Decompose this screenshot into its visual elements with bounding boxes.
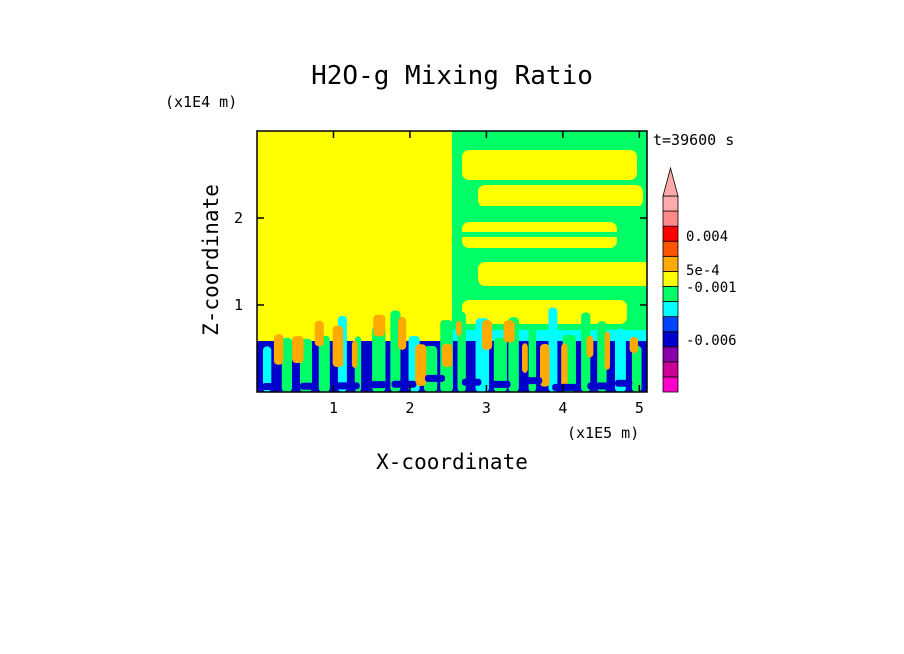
moist-plume: [586, 335, 594, 358]
dry-layer: [462, 150, 637, 180]
green-plume: [548, 307, 558, 392]
x-tick-label: 3: [482, 399, 491, 417]
dry-patch: [424, 374, 446, 382]
moist-plume: [456, 320, 462, 336]
x-tick-label: 4: [558, 399, 567, 417]
colorbar-label: -0.001: [686, 280, 737, 296]
colorbar-swatch: [662, 195, 679, 212]
moist-plume: [292, 336, 304, 364]
dry-layer: [478, 262, 647, 286]
moist-plume: [332, 325, 344, 368]
moist-layer: [452, 294, 647, 297]
moist-plume: [629, 336, 639, 353]
colorbar-swatch: [662, 316, 679, 333]
x-unit-label: (x1E5 m): [567, 424, 639, 442]
moist-plume: [351, 340, 358, 368]
green-plume: [263, 346, 272, 392]
y-unit-label: (x1E4 m): [165, 93, 237, 111]
y-axis-label: Z-coordinate: [199, 184, 223, 336]
moist-plume: [521, 343, 528, 373]
dry-patch: [524, 377, 543, 385]
moist-layer: [452, 232, 647, 237]
colorbar-label: 5e-4: [686, 263, 720, 279]
moist-plume: [442, 343, 453, 368]
green-plume: [581, 312, 591, 392]
dry-patch: [391, 380, 417, 388]
colorbar-swatch: [662, 225, 679, 242]
y-tick-label: 1: [234, 296, 243, 314]
dry-patch: [614, 379, 633, 387]
colorbar-swatch: [662, 240, 679, 257]
colorbar-swatch: [662, 270, 679, 287]
moist-plume: [398, 317, 407, 350]
moist-plume: [503, 320, 515, 343]
colorbar-swatch: [662, 331, 679, 348]
green-plume: [597, 321, 607, 392]
dry-patch: [491, 380, 511, 388]
moist-plume: [481, 320, 493, 350]
x-tick-label: 2: [405, 399, 414, 417]
dry-patch: [262, 383, 280, 391]
green-plume: [528, 323, 537, 392]
colorbar: 0.004 5e-4-0.001 -0.006: [662, 166, 737, 393]
plot-frame: [256, 130, 648, 393]
colorbar-swatch: [662, 255, 679, 272]
x-ticks: 1 2 3 4 5: [329, 131, 644, 417]
chart-title: H2O-g Mixing Ratio: [311, 61, 593, 91]
green-plume: [372, 326, 386, 392]
moist-plume: [314, 320, 324, 347]
y-ticks: 12: [234, 209, 647, 314]
dry-patch: [299, 382, 317, 390]
x-tick-label: 5: [635, 399, 644, 417]
colorbar-label: 0.004: [686, 229, 728, 245]
x-tick-label: 1: [329, 399, 338, 417]
colorbar-label: -0.006: [686, 333, 737, 349]
moist-plume: [604, 331, 611, 370]
x-axis-label: X-coordinate: [376, 450, 528, 474]
moist-plume: [415, 344, 427, 386]
green-plume: [631, 345, 642, 392]
colorbar-swatch: [662, 361, 679, 378]
colorbar-extend-arrow: [662, 166, 679, 197]
dry-patch: [552, 383, 579, 391]
colorbar-swatch: [662, 286, 679, 302]
moist-layer: [452, 214, 647, 217]
moist-layer: [452, 206, 647, 210]
moist-plume: [561, 343, 568, 388]
green-plume: [390, 310, 401, 392]
y-tick-label: 2: [234, 209, 243, 227]
green-plume: [281, 337, 293, 392]
moist-plume: [373, 314, 386, 337]
colorbar-swatch: [662, 376, 679, 393]
dry-patch: [587, 382, 613, 390]
colorbar-swatch: [662, 301, 679, 318]
moist-plume: [540, 343, 550, 387]
green-plume: [318, 335, 330, 392]
moist-plume: [273, 334, 284, 365]
colorbar-swatch: [662, 346, 679, 363]
green-plume: [493, 337, 507, 392]
time-label: t=39600 s: [653, 131, 734, 149]
dry-patch: [333, 382, 360, 390]
dry-layer: [478, 185, 643, 207]
colorbar-swatch: [662, 210, 679, 227]
green-plume: [614, 328, 626, 392]
dry-patch: [366, 381, 387, 389]
mixing-ratio-field: [257, 131, 647, 392]
dry-patch: [461, 378, 482, 386]
